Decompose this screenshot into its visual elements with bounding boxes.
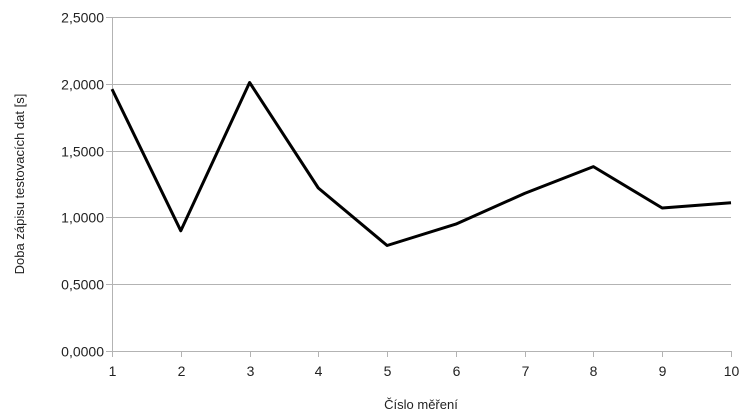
x-tick-label: 6 bbox=[453, 363, 461, 379]
x-tick-label: 9 bbox=[659, 363, 667, 379]
y-tick-label: 0,5000 bbox=[61, 277, 104, 293]
y-tick-labels: 0,0000 0,5000 1,0000 1,5000 2,0000 2,5000 bbox=[61, 10, 104, 360]
y-tick-label: 1,5000 bbox=[61, 144, 104, 160]
x-axis-title: Číslo měření bbox=[384, 397, 458, 412]
x-tick-label: 1 bbox=[109, 363, 117, 379]
y-axis-title: Doba zápisu testovacích dat [s] bbox=[12, 94, 27, 275]
grid-lines bbox=[112, 17, 731, 352]
axes bbox=[106, 17, 732, 357]
x-tick-label: 10 bbox=[724, 363, 740, 379]
y-tick-label: 1,0000 bbox=[61, 210, 104, 226]
x-tick-label: 4 bbox=[315, 363, 323, 379]
series-group bbox=[110, 81, 732, 247]
y-tick-label: 2,5000 bbox=[61, 10, 104, 26]
y-tick-label: 0,0000 bbox=[61, 344, 104, 360]
series-line bbox=[110, 81, 732, 247]
x-tick-label: 8 bbox=[590, 363, 598, 379]
x-tick-label: 5 bbox=[384, 363, 392, 379]
x-tick-label: 3 bbox=[247, 363, 255, 379]
x-tick-label: 2 bbox=[178, 363, 186, 379]
y-tick-label: 2,0000 bbox=[61, 77, 104, 93]
x-tick-labels: 1 2 3 4 5 6 7 8 9 10 bbox=[109, 363, 740, 379]
x-tick-label: 7 bbox=[522, 363, 530, 379]
